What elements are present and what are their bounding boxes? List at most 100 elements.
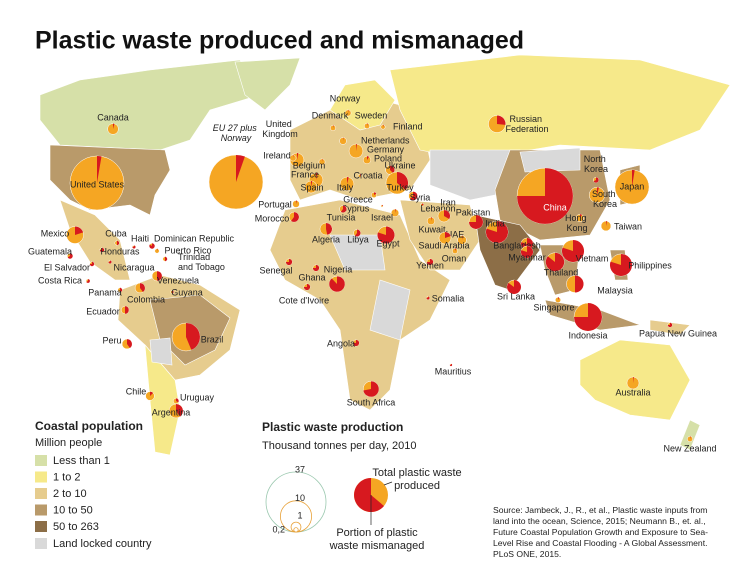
country-label: Pakistan	[456, 207, 491, 217]
source: Source: Jambeck, J., R., et al., Plastic…	[493, 505, 708, 559]
country-label: Malaysia	[597, 285, 633, 295]
pie-mismanaged	[575, 275, 584, 293]
country-label: Puerto Rico	[164, 245, 211, 255]
pie-mismanaged	[431, 217, 432, 221]
pie-mismanaged	[558, 297, 560, 300]
pie-mismanaged	[149, 243, 155, 249]
pie-mismanaged	[609, 253, 633, 277]
legend-note: Portion of plastic waste mismanaged	[329, 527, 425, 552]
legend-swatch	[35, 488, 47, 499]
country-label: New Zealand	[663, 443, 716, 453]
country-label: Myanmar	[508, 252, 546, 262]
country-label: Lebanon	[420, 203, 455, 213]
pie-mismanaged	[99, 247, 105, 253]
pie-mismanaged	[120, 287, 123, 293]
pie-mismanaged	[409, 191, 418, 201]
pie-mismanaged	[363, 381, 379, 397]
pie-mismanaged	[303, 283, 311, 291]
country-label: Poland	[374, 153, 402, 163]
country-label: Portugal	[258, 199, 292, 209]
pie-mismanaged	[176, 404, 183, 417]
pie-mismanaged	[690, 436, 691, 439]
country-label: Ecuador	[86, 306, 120, 316]
country-label: Senegal	[259, 265, 292, 275]
pie-mismanaged	[606, 221, 607, 226]
pie-mismanaged	[354, 229, 361, 237]
label-line: Federation	[505, 124, 548, 134]
pie-mismanaged	[485, 220, 509, 244]
country-label: Netherlands	[361, 135, 410, 145]
country-label: Haiti	[131, 233, 149, 243]
pie-mismanaged	[426, 258, 434, 266]
country-label: Somalia	[432, 293, 465, 303]
pie-mismanaged	[165, 256, 168, 262]
country-label: Singapore	[533, 302, 574, 312]
label-line: and Tobago	[178, 262, 225, 272]
country-label: Ireland	[263, 150, 291, 160]
pie-mismanaged	[517, 168, 573, 224]
legend-swatch	[35, 455, 47, 466]
legend-label: Land locked country	[53, 538, 152, 550]
country-label: Sri Lanka	[497, 291, 535, 301]
country-label: Cuba	[105, 228, 127, 238]
country-label: Panama	[88, 287, 122, 297]
country-label: Indonesia	[568, 330, 607, 340]
pie-mismanaged	[632, 169, 635, 187]
country-label: Venezuela	[157, 275, 199, 285]
country-label: Guatemala	[28, 246, 72, 256]
label-line: North	[584, 154, 609, 164]
pie-mismanaged	[545, 252, 565, 272]
label-line: Trinidad	[178, 252, 213, 262]
country-label: Hong Kong	[565, 213, 589, 233]
legend-title: Coastal population	[35, 419, 143, 433]
country-label: Cyprus	[341, 203, 370, 213]
country-label: Israel	[371, 212, 393, 222]
country-label: Japan	[620, 181, 645, 191]
legend-size-label: 37	[295, 464, 305, 474]
country-label: Russian Federation	[505, 114, 548, 134]
country-label: Vietnam	[576, 253, 609, 263]
country-label: France	[291, 169, 319, 179]
pie-mismanaged	[667, 322, 673, 328]
legend-label: Less than 1	[53, 455, 110, 467]
label-line: Korea	[584, 164, 608, 174]
legend-note: Total plastic waste produced	[372, 467, 462, 492]
pie-mismanaged	[140, 283, 145, 292]
country-label: Iran	[440, 197, 456, 207]
pie-mismanaged	[347, 177, 349, 184]
country-label: Papua New Guinea	[639, 328, 717, 338]
pie-mismanaged	[520, 245, 534, 259]
legend-label: 1 to 2	[53, 471, 81, 483]
legend-pointer	[383, 481, 393, 486]
country-label: Peru	[102, 335, 121, 345]
country-label: Nicaragua	[113, 262, 154, 272]
country-label: Brazil	[201, 334, 224, 344]
country-label: Morocco	[255, 213, 290, 223]
pie-mismanaged	[296, 200, 297, 204]
country-label: Costa Rica	[38, 275, 82, 285]
label-line: Norway	[221, 133, 252, 143]
label-line: Korea	[593, 199, 617, 209]
country-label: North Korea	[584, 154, 609, 174]
country-label: Nigeria	[324, 264, 353, 274]
pie-mismanaged	[469, 215, 483, 229]
country-label: South Korea	[592, 189, 618, 209]
country-label: Trinidad and Tobago	[178, 252, 225, 272]
legend-label: 50 to 263	[53, 521, 99, 533]
legend-title: Plastic waste production	[262, 420, 403, 434]
country-label: Germany	[367, 144, 405, 154]
pie-mismanaged	[127, 339, 132, 348]
pie-mismanaged	[311, 180, 313, 187]
pie-mismanaged	[113, 123, 115, 129]
country-label: EU 27 plus Norway	[213, 123, 260, 143]
country-label: South Africa	[347, 397, 396, 407]
pie-mismanaged	[507, 280, 521, 294]
pie-mismanaged	[125, 306, 129, 314]
pie-mismanaged	[374, 192, 377, 195]
pie-mismanaged	[633, 376, 634, 383]
country-label: Chile	[126, 386, 147, 396]
country-label: Thailand	[544, 267, 579, 277]
country-label: Sweden	[355, 110, 388, 120]
country-label: Yemen	[416, 260, 444, 270]
